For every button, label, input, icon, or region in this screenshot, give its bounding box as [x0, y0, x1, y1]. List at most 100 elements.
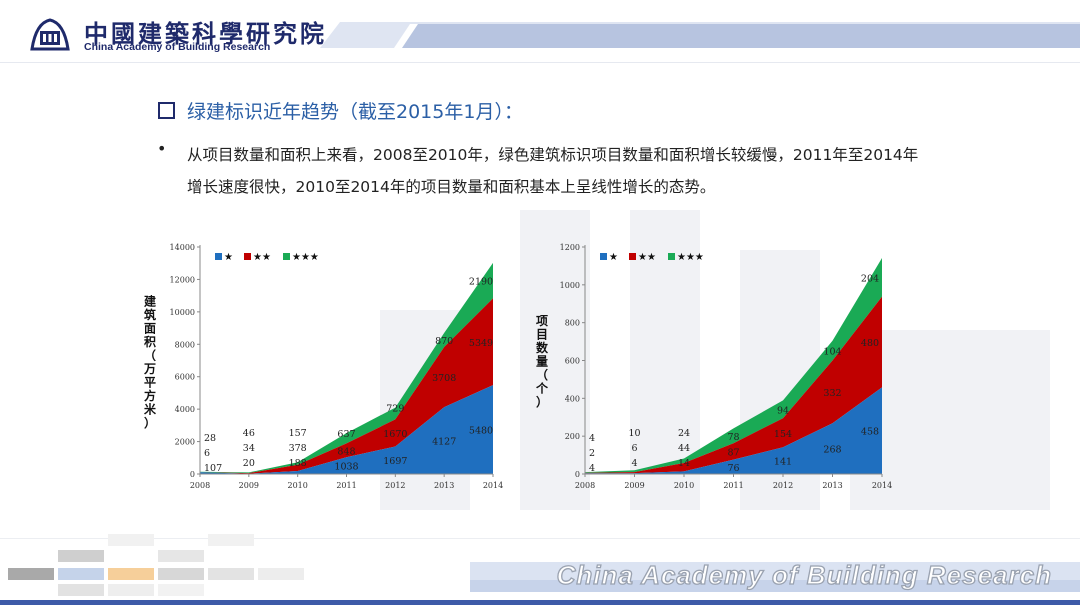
data-label: 157 — [289, 428, 307, 439]
data-label: 1670 — [383, 429, 407, 440]
data-label: 458 — [861, 427, 879, 438]
legend-label: ★ — [609, 252, 618, 263]
x-tick-label: 2010 — [287, 481, 307, 490]
data-label: 14 — [678, 458, 690, 469]
x-tick-label: 2012 — [385, 481, 405, 490]
x-tick-label: 2009 — [239, 481, 259, 490]
y-tick-label: 600 — [565, 357, 580, 366]
legend-label: ★ — [224, 252, 233, 263]
data-label: 94 — [777, 405, 789, 416]
y-tick-label: 400 — [565, 394, 580, 403]
data-label: 188 — [289, 458, 307, 469]
data-label: 1038 — [334, 462, 358, 473]
data-label: 78 — [727, 432, 739, 443]
data-label: 4127 — [432, 437, 456, 448]
data-label: 154 — [774, 429, 792, 440]
data-label: 729 — [386, 404, 404, 415]
x-tick-label: 2009 — [624, 481, 644, 490]
data-label: 378 — [289, 443, 307, 454]
y-tick-label: 14000 — [170, 243, 195, 252]
data-label: 24 — [678, 428, 690, 439]
legend-swatch — [283, 253, 290, 260]
data-label: 28 — [204, 433, 216, 444]
data-label: 6 — [204, 448, 210, 459]
data-label: 10 — [628, 428, 640, 439]
data-label: 76 — [727, 463, 739, 474]
y-tick-label: 0 — [575, 470, 580, 479]
y-tick-label: 800 — [565, 319, 580, 328]
data-label: 268 — [823, 445, 841, 456]
data-label: 4 — [589, 433, 595, 444]
data-label: 6 — [631, 443, 637, 454]
x-tick-label: 2014 — [483, 481, 503, 490]
y-tick-label: 4000 — [175, 405, 195, 414]
cabr-logo-icon — [30, 18, 70, 51]
area-chart-project-count: 0 200 400 600 800 1000 1200 2008 2009 2010 2011 201… — [535, 243, 892, 490]
data-label: 107 — [204, 463, 222, 474]
legend-swatch — [629, 253, 636, 260]
x-tick-label: 2013 — [434, 481, 454, 490]
header-banner — [0, 22, 1080, 63]
data-label: 204 — [861, 273, 879, 284]
area-series-2-star — [585, 296, 882, 474]
x-tick-label: 2010 — [674, 481, 694, 490]
legend-label: ★★ — [638, 252, 656, 263]
legend-swatch — [600, 253, 607, 260]
data-label: 4 — [631, 458, 637, 469]
data-label: 848 — [337, 446, 355, 457]
y-tick-label: 2000 — [175, 438, 195, 447]
area-chart-building-area: 0 2000 4000 6000 8000 10000 12000 14000 2008 2009… — [143, 243, 503, 490]
legend-label: ★★★ — [677, 252, 704, 263]
y-tick-label: 8000 — [175, 340, 195, 349]
y-tick-label: 1200 — [560, 243, 580, 252]
y-axis-label: 项目数量（个） — [535, 314, 549, 409]
area-series-3-star — [585, 258, 882, 473]
x-tick-label: 2012 — [773, 481, 793, 490]
x-tick-label: 2014 — [872, 481, 892, 490]
section-heading: 绿建标识近年趋势（截至2015年1月）： — [158, 97, 523, 124]
data-label: 87 — [727, 447, 739, 458]
x-tick-label: 2011 — [723, 481, 743, 490]
data-label: 480 — [861, 338, 879, 349]
y-tick-label: 12000 — [170, 275, 195, 284]
data-label: 1697 — [383, 456, 407, 467]
legend-swatch — [244, 253, 251, 260]
y-tick-label: 6000 — [175, 373, 195, 382]
bullet-paragraph: 从项目数量和面积上来看，2008至2010年，绿色建筑标识项目数量和面积增长较缓… — [187, 146, 919, 196]
data-label: 44 — [678, 443, 690, 454]
data-label: 104 — [823, 347, 841, 358]
y-tick-label: 10000 — [170, 308, 195, 317]
data-label: 46 — [243, 428, 255, 439]
data-label: 3708 — [432, 373, 456, 384]
data-label: 4 — [589, 463, 595, 474]
y-tick-label: 0 — [190, 470, 195, 479]
area-series-2-star — [200, 298, 493, 474]
logo-chinese-name: 中國建築科學研究院 — [84, 19, 327, 48]
x-tick-label: 2008 — [190, 481, 210, 490]
heading-text: 绿建标识近年趋势（截至2015年1月）： — [187, 101, 523, 123]
header: 中國建築科學研究院 China Academy of Building Rese… — [0, 0, 1080, 70]
data-label: 637 — [337, 429, 355, 440]
legend-label: ★★ — [253, 252, 271, 263]
data-label: 2 — [589, 448, 595, 459]
data-label: 5480 — [469, 426, 493, 437]
x-tick-label: 2008 — [575, 481, 595, 490]
area-series-1-star — [200, 385, 493, 474]
data-label: 2190 — [469, 277, 493, 288]
data-label: 5349 — [469, 338, 493, 349]
square-bullet-icon — [158, 102, 175, 119]
legend-swatch — [668, 253, 675, 260]
footer-brand-text: China Academy of Building Research — [556, 559, 1052, 590]
logo-english-name: China Academy of Building Research — [84, 41, 271, 53]
legend-swatch — [215, 253, 222, 260]
data-label: 870 — [435, 336, 453, 347]
y-tick-label: 1000 — [560, 281, 580, 290]
data-label: 332 — [823, 388, 841, 399]
legend-label: ★★★ — [292, 252, 319, 263]
bullet-dot-icon: • — [157, 139, 167, 158]
x-tick-label: 2013 — [822, 481, 842, 490]
footer-bottom-line — [0, 600, 1080, 605]
area-series-1-star — [585, 387, 882, 474]
footer-decoration — [0, 534, 1080, 596]
data-label: 141 — [774, 457, 792, 468]
